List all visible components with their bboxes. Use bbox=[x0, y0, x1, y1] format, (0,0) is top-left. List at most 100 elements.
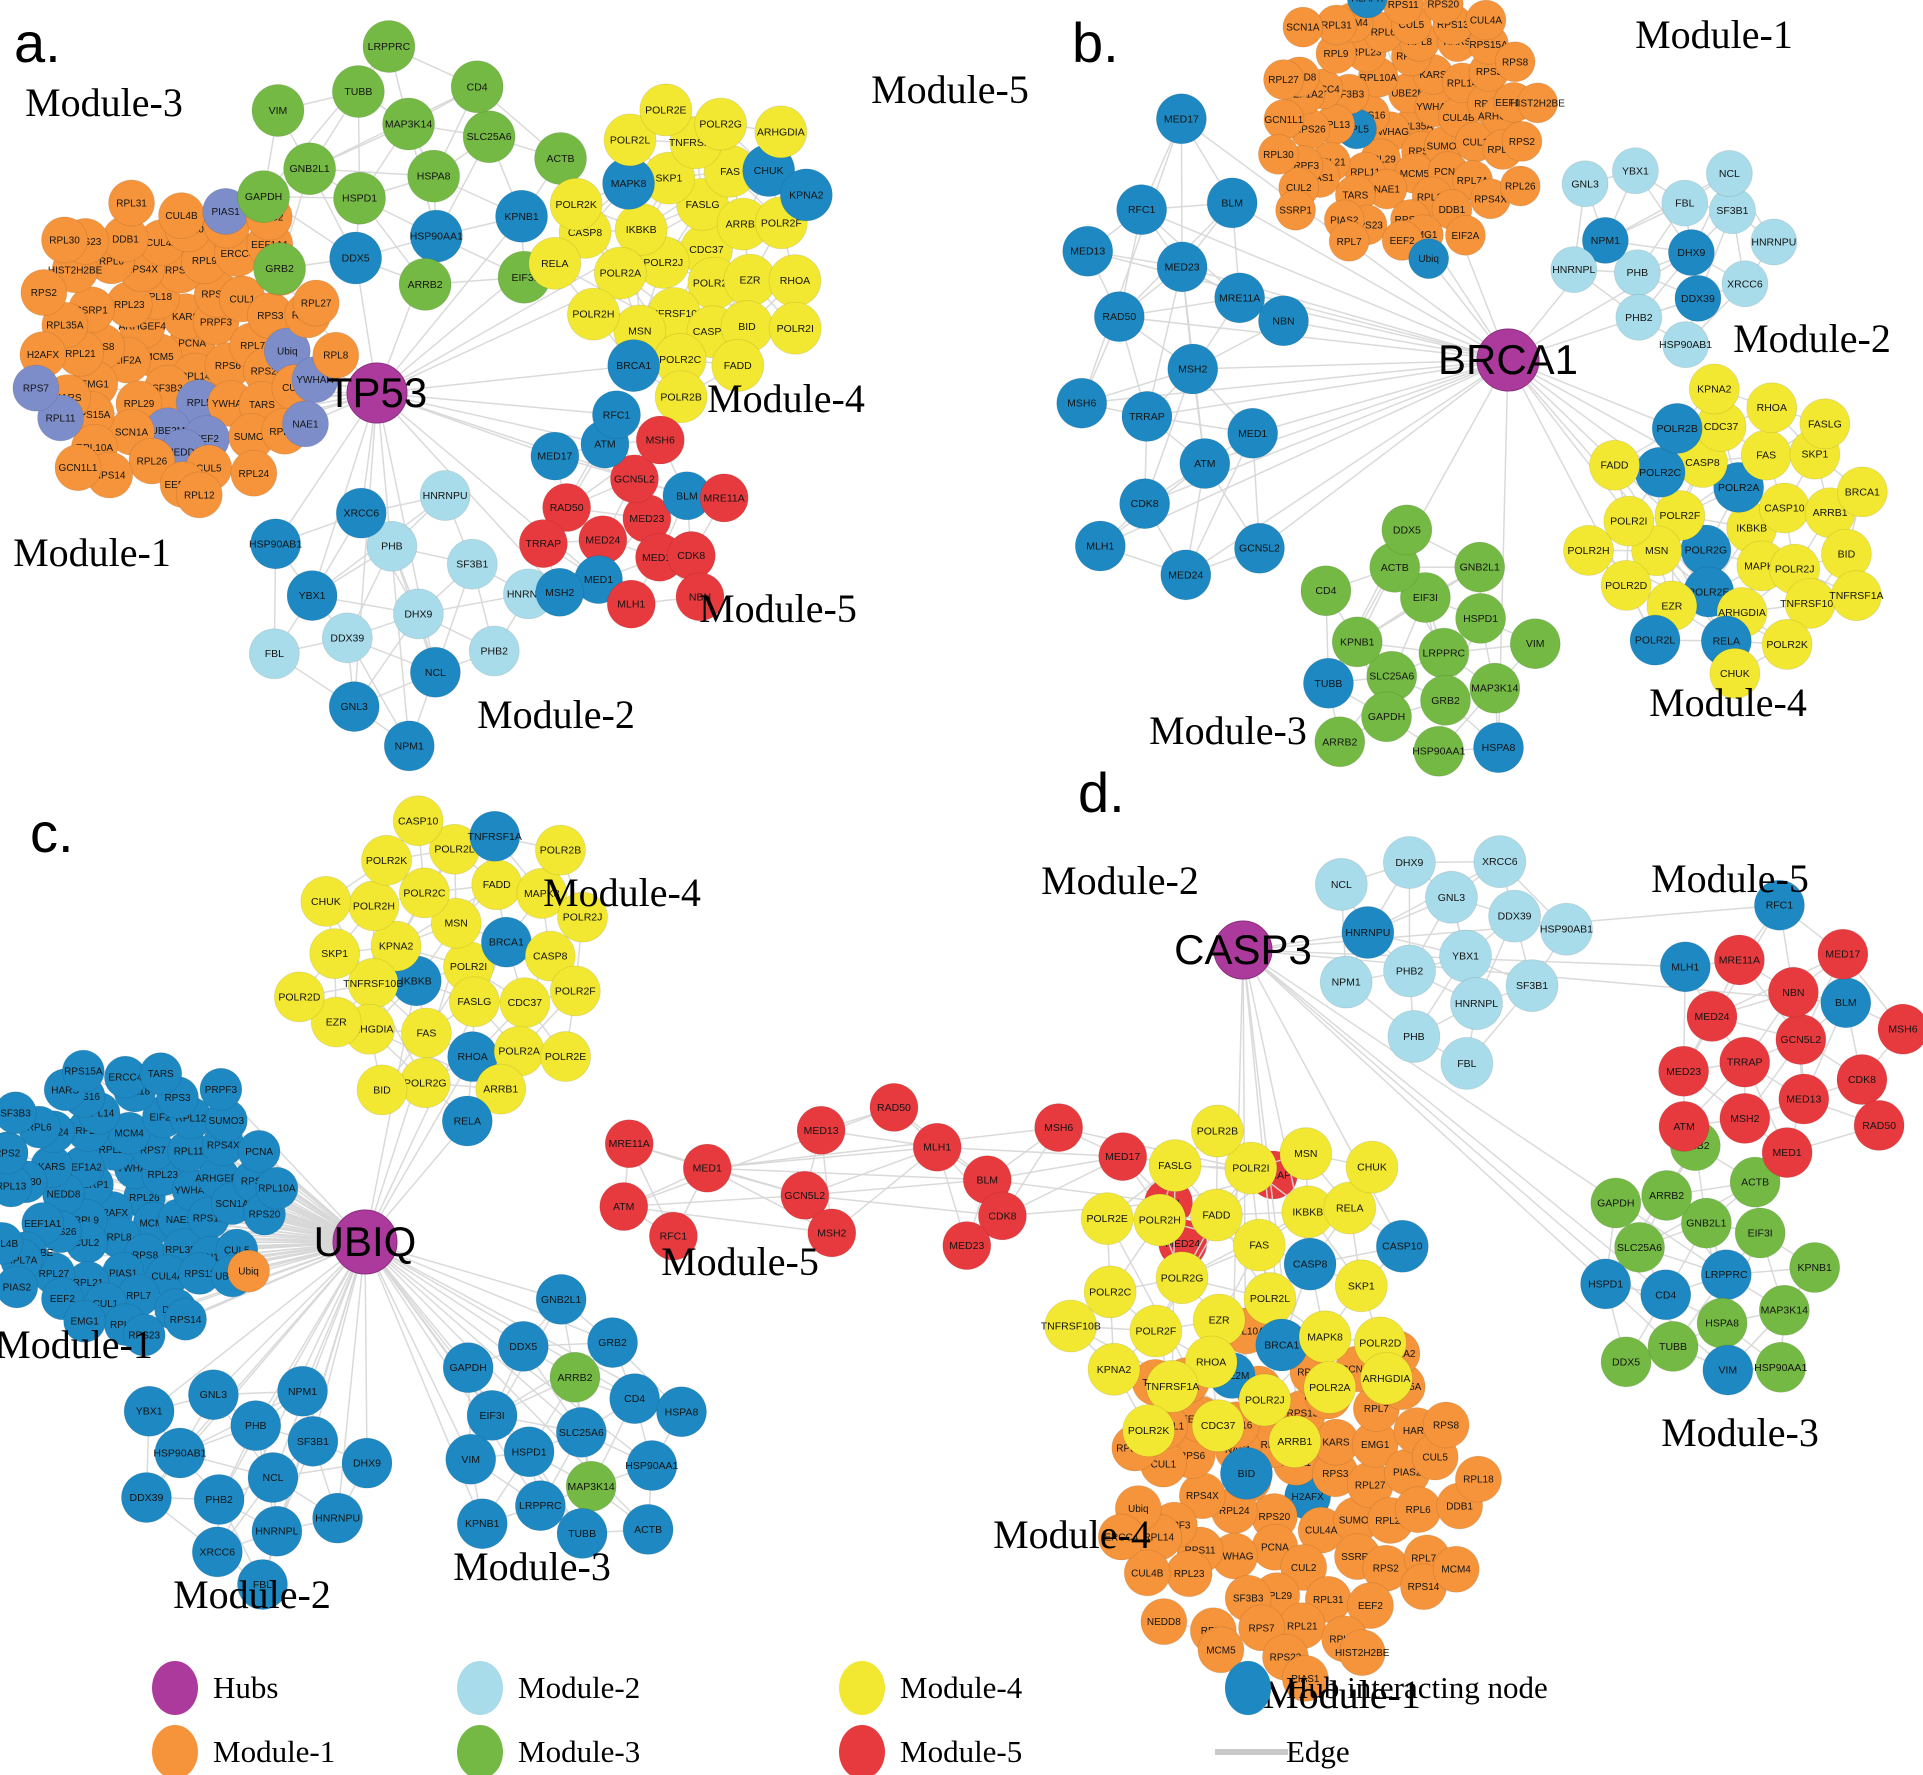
hub-label: CASP3 bbox=[1174, 926, 1312, 973]
node-POLR2E: POLR2E bbox=[1080, 1192, 1134, 1246]
node-circle bbox=[1719, 1036, 1771, 1088]
hub-circle bbox=[332, 1209, 398, 1275]
edge bbox=[623, 1194, 805, 1208]
node-DDX39: DDX39 bbox=[1488, 889, 1541, 943]
module-label-a-module-3: Module-3 bbox=[25, 80, 183, 125]
node-CD4: CD4 bbox=[609, 1373, 661, 1425]
node-DDX5: DDX5 bbox=[329, 231, 383, 285]
hub-edge bbox=[336, 1241, 366, 1519]
node-circle bbox=[535, 567, 585, 617]
node-circle bbox=[699, 473, 749, 523]
node-DDX5: DDX5 bbox=[1381, 504, 1433, 556]
node-circle bbox=[1275, 189, 1317, 231]
node-DDX5: DDX5 bbox=[497, 1320, 549, 1372]
node-circle bbox=[607, 339, 661, 392]
node-circle bbox=[1877, 1003, 1923, 1055]
node-circle bbox=[1303, 1360, 1357, 1414]
node-ACTB: ACTB bbox=[622, 1503, 674, 1555]
hub-label: BRCA1 bbox=[1438, 336, 1578, 383]
panel-letter-a: a. bbox=[14, 11, 61, 74]
node-circle bbox=[321, 612, 373, 664]
node-circle bbox=[1734, 1207, 1786, 1259]
node-circle bbox=[1098, 1132, 1148, 1181]
node-LRPPRC: LRPPRC bbox=[514, 1480, 566, 1531]
node-RPL30: RPL30 bbox=[41, 216, 88, 264]
node-circle bbox=[0, 1091, 37, 1135]
node-HSPD1: HSPD1 bbox=[1455, 592, 1506, 644]
node-NCL: NCL bbox=[1705, 150, 1753, 197]
node-circle bbox=[1853, 1099, 1905, 1151]
node-MED23: MED23 bbox=[942, 1221, 992, 1270]
node-circle bbox=[356, 1064, 408, 1116]
node-circle bbox=[419, 470, 471, 521]
module-label-d-module-2: Module-2 bbox=[1041, 858, 1199, 903]
edge bbox=[1081, 118, 1183, 404]
node-circle bbox=[277, 1365, 328, 1417]
node-HNRNPU: HNRNPU bbox=[312, 1492, 363, 1544]
node-circle bbox=[1323, 1181, 1377, 1235]
node-circle bbox=[1034, 1103, 1084, 1153]
node-CDK8: CDK8 bbox=[1836, 1054, 1888, 1105]
node-circle bbox=[1133, 1193, 1187, 1247]
node-circle bbox=[635, 415, 685, 465]
hub-edge bbox=[312, 1241, 366, 1442]
node-SCN1A: SCN1A bbox=[1282, 6, 1324, 48]
node-circle bbox=[309, 928, 361, 979]
node-CASP8: CASP8 bbox=[1283, 1237, 1337, 1291]
hub-edge bbox=[376, 392, 556, 457]
node-HSP90AA1: HSP90AA1 bbox=[1754, 1341, 1807, 1393]
node-circle bbox=[448, 976, 500, 1028]
legend-label: Module-1 bbox=[213, 1734, 335, 1769]
node-GCN1L1: GCN1L1 bbox=[54, 444, 102, 491]
node-circle bbox=[549, 177, 603, 231]
hub-edge bbox=[1231, 202, 1509, 361]
node-circle bbox=[622, 1503, 674, 1555]
node-circle bbox=[1432, 1545, 1480, 1593]
node-circle bbox=[300, 875, 352, 927]
hub-circle bbox=[346, 362, 408, 424]
node-GNB2L1: GNB2L1 bbox=[535, 1273, 587, 1325]
node-circle bbox=[1197, 1626, 1245, 1674]
node-SSRP1: SSRP1 bbox=[1275, 189, 1317, 231]
node-circle bbox=[382, 97, 435, 151]
node-YBX1: YBX1 bbox=[1439, 929, 1492, 983]
node-KPNB1: KPNB1 bbox=[495, 189, 548, 243]
node-RPS2: RPS2 bbox=[1501, 120, 1543, 162]
legend-item-module-3: Module-3 bbox=[457, 1725, 640, 1775]
node-GAPDH: GAPDH bbox=[442, 1342, 494, 1394]
node-EIF3I: EIF3I bbox=[466, 1389, 518, 1441]
hub-edge bbox=[376, 215, 523, 394]
node-circle bbox=[518, 519, 568, 568]
hub-TP53: TP53 bbox=[327, 362, 427, 424]
node-circle bbox=[1473, 835, 1527, 889]
node-FAS: FAS bbox=[1740, 429, 1792, 481]
node-TNFRSF1A: TNFRSF1A bbox=[1829, 570, 1884, 622]
node-circle bbox=[370, 920, 422, 972]
node-MED17: MED17 bbox=[1817, 928, 1869, 980]
node-circle bbox=[471, 859, 523, 911]
hub-edge bbox=[255, 1241, 366, 1426]
node-circle bbox=[1561, 160, 1609, 208]
legend-label: Hubs bbox=[213, 1670, 278, 1705]
node-XRCC6: XRCC6 bbox=[335, 487, 387, 539]
node-circle bbox=[341, 1437, 393, 1489]
node-circle bbox=[1160, 549, 1212, 601]
node-RELA: RELA bbox=[528, 236, 582, 290]
node-MRE11A: MRE11A bbox=[604, 1119, 654, 1169]
node-circle bbox=[1156, 241, 1208, 293]
node-circle bbox=[1338, 1629, 1386, 1677]
node-FAS: FAS bbox=[401, 1007, 452, 1059]
node-circle bbox=[191, 1526, 243, 1578]
node-circle bbox=[1422, 0, 1464, 25]
node-RAD50: RAD50 bbox=[1093, 291, 1145, 343]
node-CHUK: CHUK bbox=[300, 875, 352, 927]
node-circle bbox=[534, 132, 587, 185]
node-circle bbox=[1123, 1549, 1171, 1597]
node-circle bbox=[1550, 246, 1598, 294]
node-BRCA1: BRCA1 bbox=[1836, 466, 1888, 518]
node-HNRNPL: HNRNPL bbox=[1450, 977, 1503, 1030]
node-MAP3K14: MAP3K14 bbox=[1469, 662, 1521, 714]
node-GRB2: GRB2 bbox=[253, 242, 306, 296]
node-circle bbox=[540, 1031, 591, 1082]
node-circle bbox=[1257, 133, 1299, 175]
